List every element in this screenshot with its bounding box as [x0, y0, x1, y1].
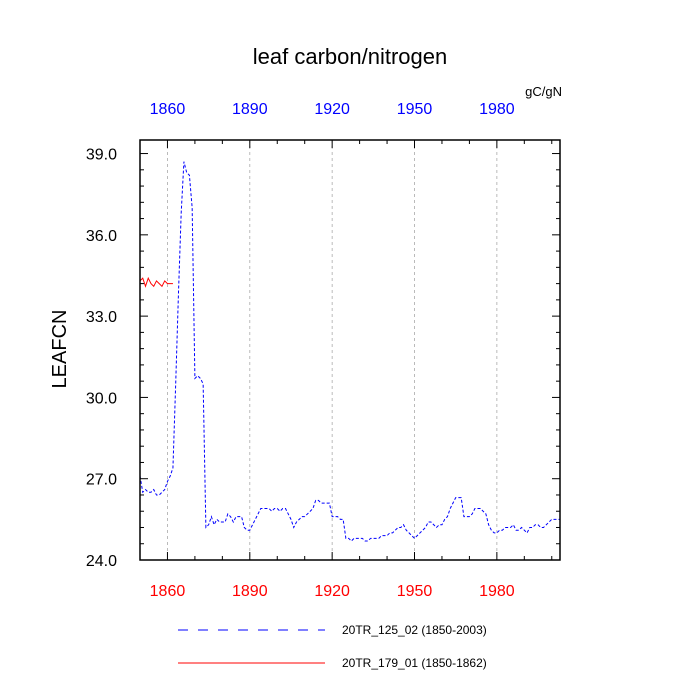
y-tick-label-33: 33.0	[86, 309, 117, 326]
gridlines	[167, 140, 498, 560]
x-tick-label-top-1860: 1860	[150, 101, 186, 118]
legend-label-2: 20TR_179_01 (1850-1862)	[342, 656, 487, 670]
series-line-2	[139, 276, 173, 288]
x-tick-label-top-1980: 1980	[479, 101, 515, 118]
tick-labels: 1860 1860 1890 1890 1920 1920 1950 1950 1980 1980…	[86, 101, 515, 600]
x-tick-label-bottom-1980: 1980	[479, 583, 515, 600]
legend: 20TR_125_02 (1850-2003) 20TR_179_01 (1850…	[178, 623, 487, 670]
series-line-1	[139, 161, 560, 542]
units-label: gC/gN	[525, 84, 562, 99]
x-tick-label-top-1950: 1950	[397, 101, 433, 118]
y-tick-label-27: 27.0	[86, 472, 117, 489]
x-tick-label-bottom-1860: 1860	[150, 583, 186, 600]
plot-frame	[139, 139, 561, 561]
x-tick-label-top-1920: 1920	[314, 101, 350, 118]
x-tick-label-bottom-1920: 1920	[314, 583, 350, 600]
y-tick-label-39: 39.0	[86, 147, 117, 164]
chart-title: leaf carbon/nitrogen	[253, 44, 447, 69]
x-tick-label-bottom-1890: 1890	[232, 583, 268, 600]
y-tick-label-24: 24.0	[86, 553, 117, 570]
series-lines	[139, 161, 560, 542]
y-tick-label-30: 30.0	[86, 390, 117, 407]
y-tick-label-36: 36.0	[86, 228, 117, 245]
axis-ticks	[139, 140, 560, 561]
y-axis-label: LEAFCN	[49, 310, 71, 389]
x-tick-label-top-1890: 1890	[232, 101, 268, 118]
x-tick-label-bottom-1950: 1950	[397, 583, 433, 600]
legend-label-1: 20TR_125_02 (1850-2003)	[342, 623, 487, 637]
